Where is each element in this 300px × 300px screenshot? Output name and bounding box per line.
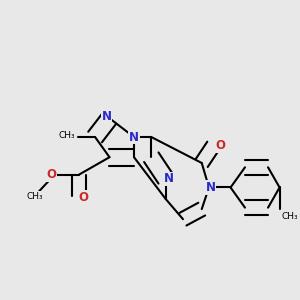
Text: N: N [206, 181, 215, 194]
Text: N: N [102, 110, 112, 123]
Text: CH₃: CH₃ [26, 192, 43, 201]
Text: O: O [215, 139, 226, 152]
Text: CH₃: CH₃ [281, 212, 298, 221]
Text: CH₃: CH₃ [58, 131, 75, 140]
Text: N: N [129, 130, 139, 143]
Text: N: N [164, 172, 174, 185]
Text: O: O [47, 168, 57, 181]
Text: O: O [79, 191, 88, 204]
